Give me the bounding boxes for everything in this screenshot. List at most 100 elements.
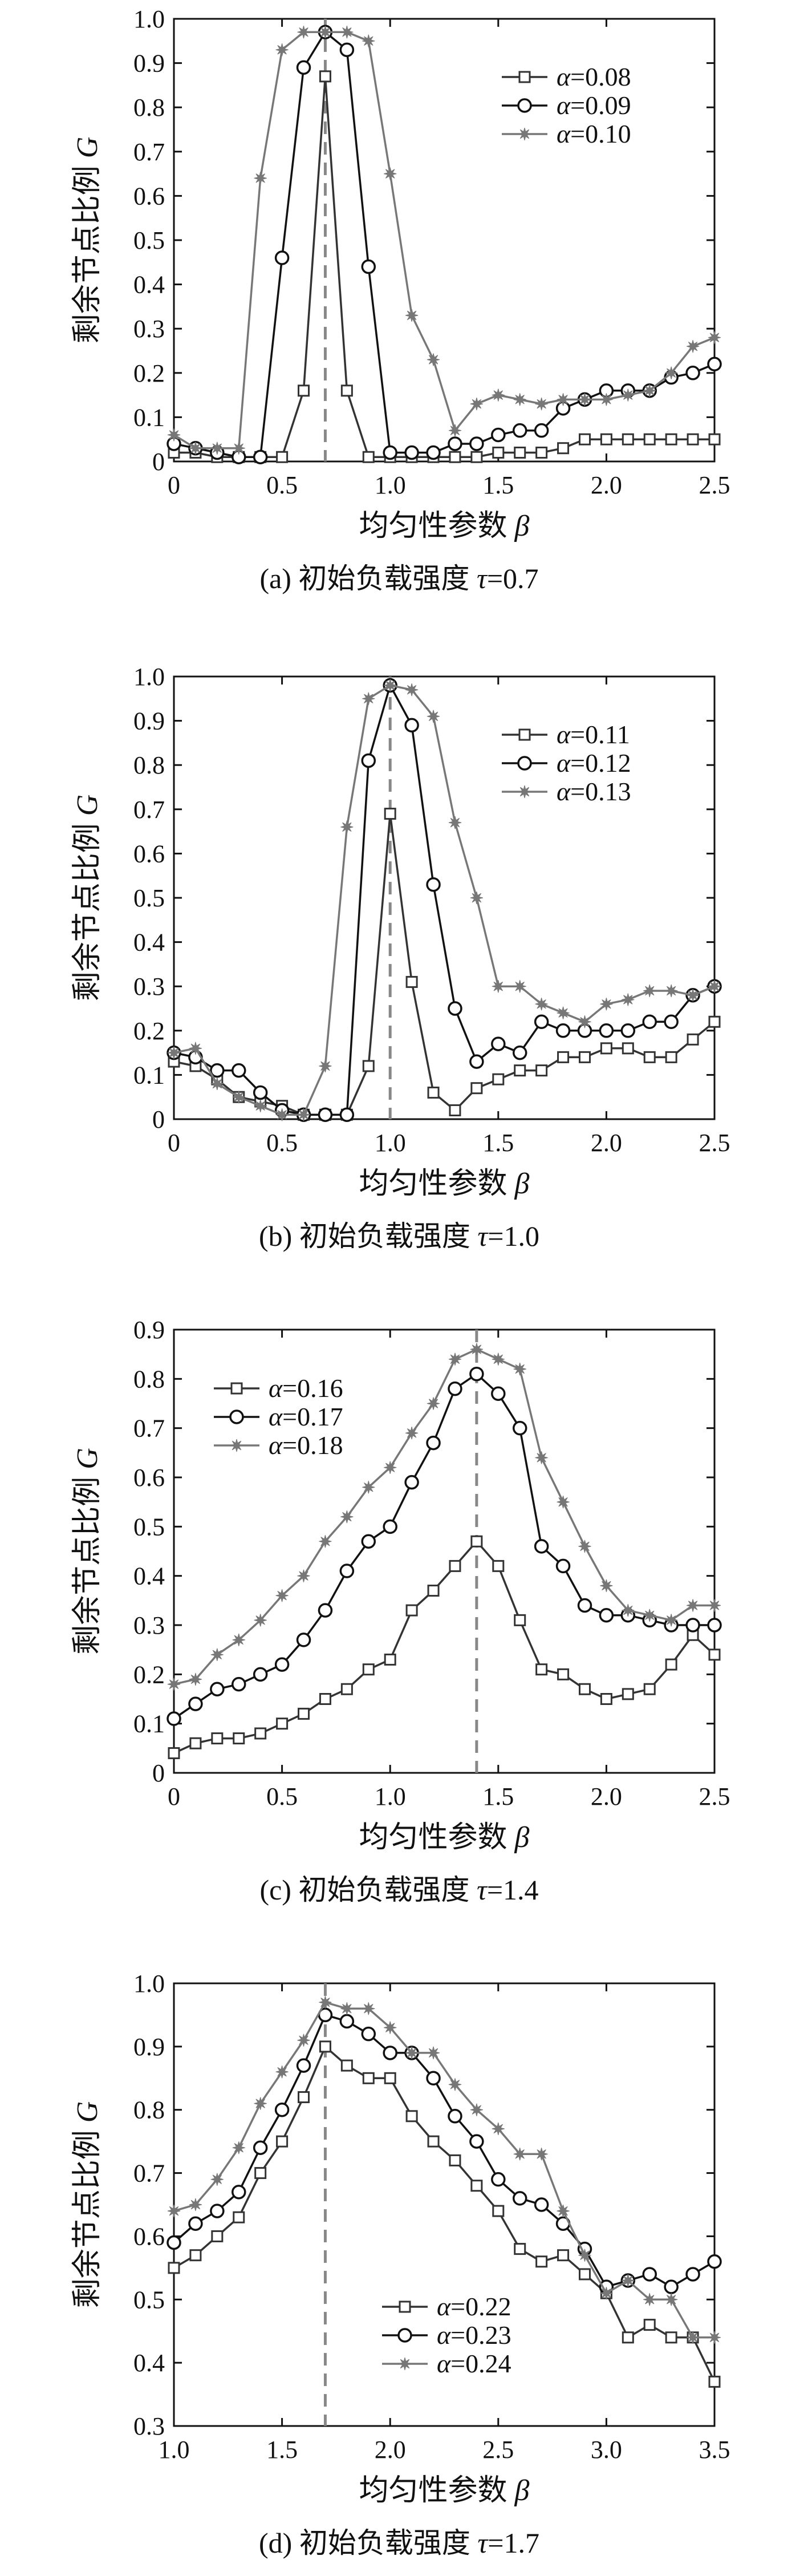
legend-marker: [517, 756, 532, 771]
y-tick-label: 0.4: [133, 1562, 165, 1590]
data-point-series-2: [469, 1366, 484, 1382]
data-point-series-3: [297, 26, 310, 39]
data-point-series-1: [492, 1073, 505, 1086]
data-point-series-3: [427, 710, 440, 723]
y-tick-label: 0.7: [133, 796, 165, 824]
data-point-series-1: [492, 446, 505, 459]
data-point-series-3: [686, 340, 700, 353]
data-point-series-3: [275, 1589, 289, 1602]
data-point-series-2: [707, 1618, 722, 1633]
legend-label: α=0.11: [557, 720, 630, 749]
y-tick-label: 0.5: [133, 2286, 165, 2314]
data-point-series-2: [642, 1014, 657, 1030]
data-point-series-3: [275, 2065, 289, 2079]
data-point-series-1: [340, 2059, 353, 2072]
data-point-series-2: [426, 877, 441, 892]
data-point-series-1: [514, 2243, 526, 2255]
legend-label: α=0.09: [557, 91, 631, 120]
data-point-series-3: [427, 2046, 440, 2060]
data-point-series-3: [708, 980, 721, 993]
y-tick-label: 0: [152, 1759, 165, 1787]
data-point-series-1: [405, 1604, 418, 1617]
data-point-series-1: [319, 2040, 331, 2053]
data-point-series-3: [167, 1678, 181, 1691]
data-point-series-3: [297, 1108, 310, 1121]
data-point-series-1: [384, 808, 396, 820]
data-point-series-1: [470, 2180, 483, 2192]
y-tick-label: 0.5: [133, 884, 165, 912]
data-point-series-1: [600, 1042, 612, 1055]
data-point-series-3: [708, 2331, 721, 2344]
legend-marker: [230, 1382, 243, 1395]
x-tick-label: 1.5: [482, 471, 514, 499]
data-point-series-3: [189, 2198, 202, 2212]
data-point-series-3: [232, 1633, 245, 1647]
x-tick-label: 1.5: [266, 2436, 298, 2464]
data-point-series-3: [665, 2293, 678, 2306]
data-point-series-2: [491, 2172, 506, 2187]
data-point-series-3: [492, 980, 505, 993]
data-point-series-3: [448, 1352, 462, 1366]
data-point-series-1: [449, 1560, 461, 1572]
data-point-series-2: [448, 2109, 462, 2124]
y-tick-label: 0.2: [133, 1017, 165, 1045]
data-point-series-1: [298, 1707, 310, 1720]
data-point-series-2: [383, 1519, 397, 1534]
data-point-series-1: [708, 2375, 721, 2388]
x-tick-label: 2.0: [375, 2436, 406, 2464]
data-point-series-3: [275, 1108, 289, 1121]
data-point-series-1: [362, 1060, 375, 1072]
data-point-series-1: [708, 1649, 721, 1661]
data-point-series-3: [708, 1599, 721, 1612]
data-point-series-2: [534, 1014, 549, 1030]
data-point-series-1: [708, 433, 721, 445]
data-point-series-2: [232, 1063, 246, 1078]
y-tick-label: 0.2: [133, 1660, 165, 1688]
panel-caption: (c) 初始负载强度 τ=1.4: [259, 1874, 538, 1906]
data-point-series-3: [254, 2097, 267, 2110]
legend-label: α=0.12: [557, 748, 631, 777]
data-point-series-1: [276, 1718, 289, 1730]
chart-panel-d: 1.0 1.5 2.0 2.5 3.0 3.5 0.3 0.4 0.5 0.6 0.7 0.8 0.9 1…: [71, 1970, 730, 2559]
data-point-series-1: [470, 1535, 483, 1548]
data-point-series-2: [642, 2267, 657, 2282]
data-point-series-2: [534, 423, 549, 438]
series-line-1: [174, 76, 714, 458]
data-point-series-2: [296, 1633, 311, 1647]
data-point-series-1: [578, 1051, 591, 1063]
y-tick-label: 1.0: [133, 5, 165, 33]
data-point-series-3: [492, 388, 505, 402]
data-point-series-3: [665, 984, 678, 998]
data-point-series-1: [578, 433, 591, 445]
data-point-series-3: [470, 891, 484, 905]
data-point-series-3: [557, 1006, 570, 1019]
data-point-series-2: [469, 436, 484, 451]
data-point-series-2: [383, 445, 397, 460]
data-point-series-3: [405, 683, 419, 696]
data-point-series-3: [600, 393, 613, 406]
data-point-series-1: [535, 446, 548, 459]
y-tick-label: 0.8: [133, 2096, 165, 2124]
data-point-series-2: [253, 1667, 268, 1682]
data-point-series-3: [578, 393, 591, 406]
data-point-series-3: [448, 2078, 462, 2091]
y-tick-label: 0.9: [133, 707, 165, 735]
data-point-series-2: [232, 2185, 246, 2200]
data-point-series-1: [362, 2072, 375, 2084]
data-point-series-2: [685, 366, 700, 380]
y-tick-label: 0: [152, 448, 165, 476]
data-point-series-1: [168, 2262, 180, 2274]
data-point-series-2: [404, 718, 419, 733]
data-point-series-2: [512, 423, 527, 438]
data-point-series-3: [665, 366, 678, 379]
data-point-series-3: [470, 397, 484, 411]
data-point-series-2: [296, 2058, 311, 2073]
legend-label: α=0.16: [269, 1374, 343, 1403]
x-tick-label: 3.5: [699, 2436, 730, 2464]
data-point-series-3: [254, 1614, 267, 1627]
data-point-series-2: [404, 1475, 419, 1490]
data-point-series-3: [319, 1059, 332, 1073]
data-point-series-3: [535, 998, 548, 1011]
data-point-series-1: [340, 384, 353, 397]
x-tick-label: 0.5: [266, 471, 298, 499]
